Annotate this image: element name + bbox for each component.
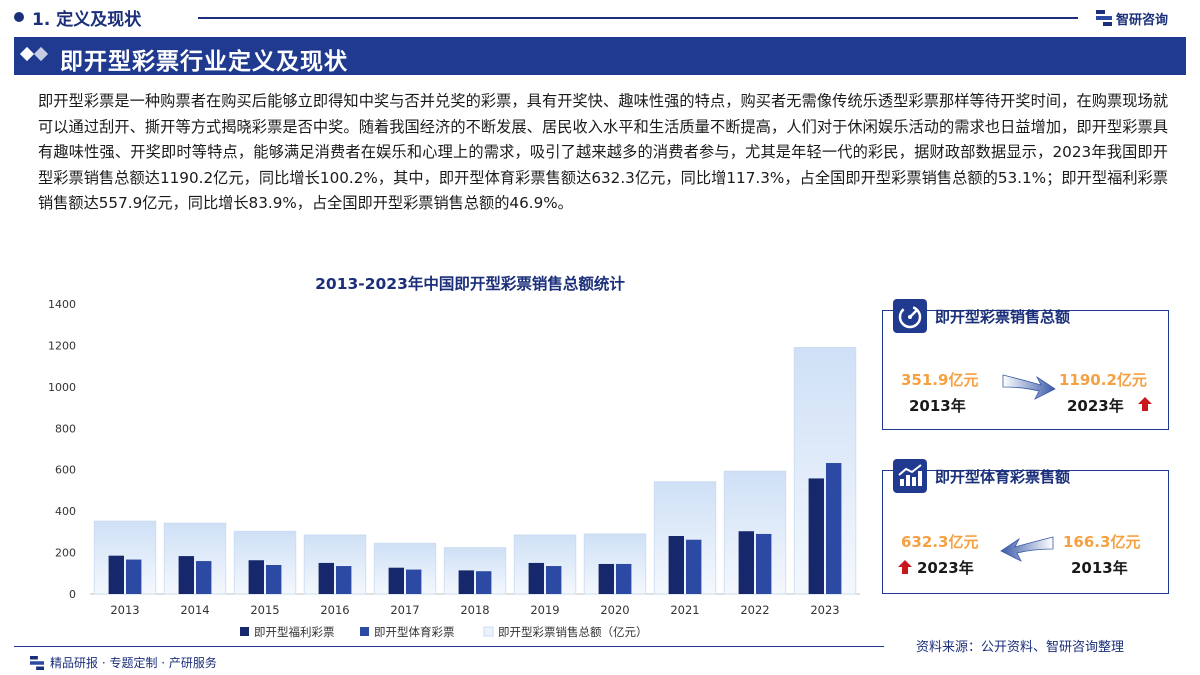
legend-swatch xyxy=(360,627,369,636)
bar-total-2018 xyxy=(443,547,507,595)
bar-sports-2023 xyxy=(826,463,842,594)
legend-swatch xyxy=(483,626,494,637)
section-bullet xyxy=(14,12,24,22)
start-value: 351.9亿元 xyxy=(901,371,979,389)
footer-tagline-group: 精品研报 · 专题定制 · 产研服务 xyxy=(30,654,217,671)
brand-logo-icon xyxy=(1096,10,1112,26)
gauge-icon xyxy=(893,299,927,333)
legend-swatch xyxy=(240,627,249,636)
bar-sports-2020 xyxy=(616,563,632,594)
brand-logo-icon xyxy=(30,655,44,670)
bar-welfare-2014 xyxy=(178,556,194,594)
y-tick-label: 1400 xyxy=(48,298,76,311)
bar-total-2015 xyxy=(233,530,297,595)
growth-chart-icon xyxy=(893,459,927,493)
bar-sports-2017 xyxy=(406,569,422,594)
footer-divider xyxy=(14,646,884,647)
bar-total-2023 xyxy=(793,347,857,595)
card-header: 即开型彩票销售总额 xyxy=(893,299,1070,333)
y-tick-label: 200 xyxy=(55,547,76,560)
x-tick-label: 2013 xyxy=(110,603,139,617)
section-divider xyxy=(198,17,1078,19)
x-tick-label: 2016 xyxy=(320,603,349,617)
x-tick-label: 2017 xyxy=(390,603,419,617)
bar-total-2016 xyxy=(303,534,367,595)
bar-sports-2013 xyxy=(126,559,142,594)
left-arrow-icon xyxy=(1000,536,1054,562)
card-title: 即开型彩票销售总额 xyxy=(935,307,1071,326)
bar-welfare-2021 xyxy=(668,536,684,594)
bar-total-2013 xyxy=(93,520,157,595)
data-source: 资料来源：公开资料、智研咨询整理 xyxy=(916,640,1125,655)
bar-welfare-2023 xyxy=(808,478,824,594)
bar-sports-2015 xyxy=(266,565,282,594)
latest-year: 2023年 xyxy=(917,559,974,577)
y-tick-label: 400 xyxy=(55,505,76,518)
title-diamond-icon xyxy=(19,46,50,62)
right-arrow-icon xyxy=(1002,374,1056,400)
sales-bar-chart: 0 200 400 600 800 1000 1200 1400 2013 2014 2015 201… xyxy=(48,298,860,639)
bar-sports-2022 xyxy=(756,533,772,594)
bar-sports-2016 xyxy=(336,566,352,594)
bar-total-2020 xyxy=(583,533,647,595)
bar-welfare-2013 xyxy=(108,555,124,594)
brand-logo-text: 智研咨询 xyxy=(1116,12,1169,28)
card-title: 即开型体育彩票售额 xyxy=(935,467,1071,486)
bar-welfare-2020 xyxy=(598,563,614,594)
x-tick-label: 2018 xyxy=(460,603,489,617)
x-tick-label: 2021 xyxy=(670,603,699,617)
section-label: 1. 定义及现状 xyxy=(32,10,142,30)
legend-label: 即开型体育彩票 xyxy=(374,625,455,639)
page-title-band: 即开型彩票行业定义及现状 xyxy=(14,37,1186,75)
brand-logo: 智研咨询 xyxy=(1096,7,1168,29)
earliest-value: 166.3亿元 xyxy=(1063,533,1141,551)
bar-welfare-2017 xyxy=(388,567,404,594)
y-tick-label: 600 xyxy=(55,464,76,477)
bar-total-2017 xyxy=(373,542,437,595)
start-year: 2013年 xyxy=(909,397,966,415)
chart-title: 2013-2023年中国即开型彩票销售总额统计 xyxy=(315,275,625,293)
x-tick-label: 2022 xyxy=(740,603,769,617)
latest-value: 632.3亿元 xyxy=(901,533,979,551)
y-tick-label: 1000 xyxy=(48,381,76,394)
bar-total-2019 xyxy=(513,534,577,595)
bar-welfare-2019 xyxy=(528,562,544,594)
earliest-year: 2013年 xyxy=(1071,559,1128,577)
end-value: 1190.2亿元 xyxy=(1059,371,1147,389)
page-title: 即开型彩票行业定义及现状 xyxy=(60,49,348,75)
bar-sports-2018 xyxy=(476,571,492,594)
up-arrow-icon xyxy=(1138,397,1152,411)
bar-total-2014 xyxy=(163,522,227,595)
bar-welfare-2015 xyxy=(248,560,264,594)
y-tick-label: 1200 xyxy=(48,339,76,352)
bar-sports-2019 xyxy=(546,566,562,594)
end-year: 2023年 xyxy=(1067,397,1124,415)
bar-sports-2014 xyxy=(196,561,212,594)
y-tick-label: 800 xyxy=(55,422,76,435)
bar-welfare-2016 xyxy=(318,562,334,594)
x-tick-label: 2020 xyxy=(600,603,629,617)
x-tick-label: 2015 xyxy=(250,603,279,617)
top-bar: 1. 定义及现状 智研咨询 xyxy=(0,0,1200,36)
bar-total-2022 xyxy=(723,470,787,595)
bar-welfare-2018 xyxy=(458,570,474,594)
x-tick-label: 2014 xyxy=(180,603,209,617)
card-header: 即开型体育彩票售额 xyxy=(893,459,1070,493)
y-tick-label: 0 xyxy=(69,588,76,601)
total-sales-card: 即开型彩票销售总额 351.9亿元 2013年 1190.2亿元 2023年 xyxy=(882,299,1169,430)
x-tick-label: 2019 xyxy=(530,603,559,617)
bar-sports-2021 xyxy=(686,539,702,594)
intro-paragraph: 即开型彩票是一种购票者在购买后能够立即得知中奖与否并兑奖的彩票，具有开奖快、趣味… xyxy=(38,92,1168,212)
footer-tagline: 精品研报 · 专题定制 · 产研服务 xyxy=(50,656,217,670)
legend-label: 即开型彩票销售总额（亿元） xyxy=(498,625,648,639)
up-arrow-icon xyxy=(898,560,912,574)
sports-sales-card: 即开型体育彩票售额 632.3亿元 2023年 166.3亿元 2013年 xyxy=(882,459,1169,594)
bar-total-2021 xyxy=(653,481,717,595)
legend-label: 即开型福利彩票 xyxy=(254,625,335,639)
x-tick-label: 2023 xyxy=(810,603,839,617)
bar-welfare-2022 xyxy=(738,531,754,594)
